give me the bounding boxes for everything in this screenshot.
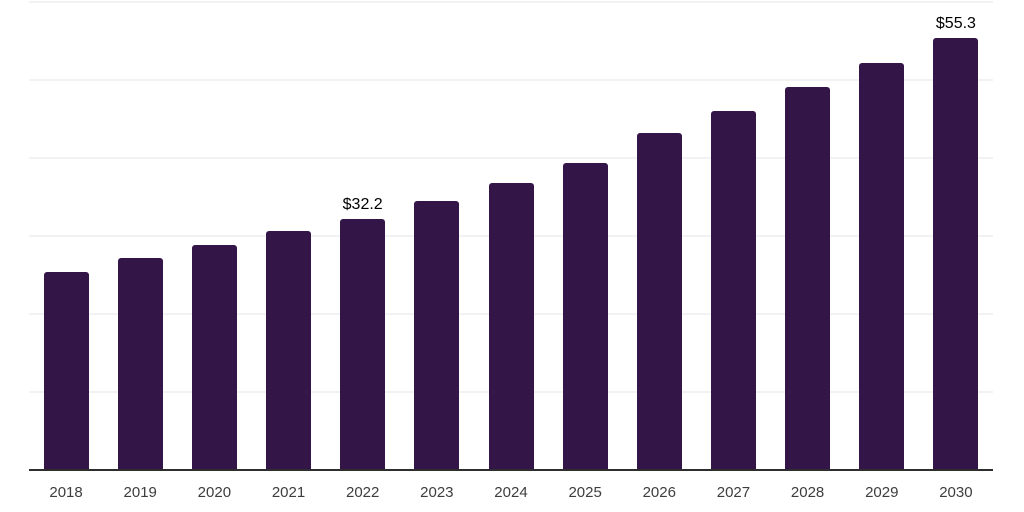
bar-2022: [340, 218, 386, 470]
x-tick-label-2030: 2030: [939, 484, 973, 501]
data-label-2030: $55.3: [935, 15, 976, 33]
bar-2023: [414, 200, 460, 470]
x-axis-line: [29, 469, 993, 471]
gridline-50: [29, 78, 993, 81]
x-tick-label-2020: 2020: [197, 484, 232, 501]
bar-2029: [859, 63, 905, 470]
bar-2025: [562, 163, 608, 470]
bar-2026: [636, 133, 682, 470]
bar-2030: [933, 38, 979, 470]
gridline-40: [29, 156, 993, 159]
bar-2028: [785, 86, 831, 470]
bar-2018: [43, 271, 89, 470]
x-tick-label-2025: 2025: [568, 484, 602, 501]
bar-2020: [191, 245, 237, 470]
x-tick-label-2021: 2021: [271, 484, 306, 501]
data-label-2022: $32.2: [342, 195, 383, 213]
bar-2021: [266, 231, 312, 470]
bar-2024: [488, 182, 534, 470]
x-tick-label-2026: 2026: [642, 484, 676, 501]
bar-2019: [117, 258, 163, 470]
x-tick-label-2024: 2024: [494, 484, 528, 501]
x-tick-label-2018: 2018: [49, 484, 83, 501]
bar-2027: [710, 110, 756, 470]
x-tick-label-2019: 2019: [123, 484, 157, 501]
gridline-60: [29, 0, 993, 3]
x-tick-label-2023: 2023: [420, 484, 454, 501]
x-tick-label-2029: 2029: [865, 484, 899, 501]
x-tick-label-2027: 2027: [716, 484, 751, 501]
x-tick-label-2028: 2028: [790, 484, 825, 501]
x-tick-label-2022: 2022: [345, 484, 380, 501]
